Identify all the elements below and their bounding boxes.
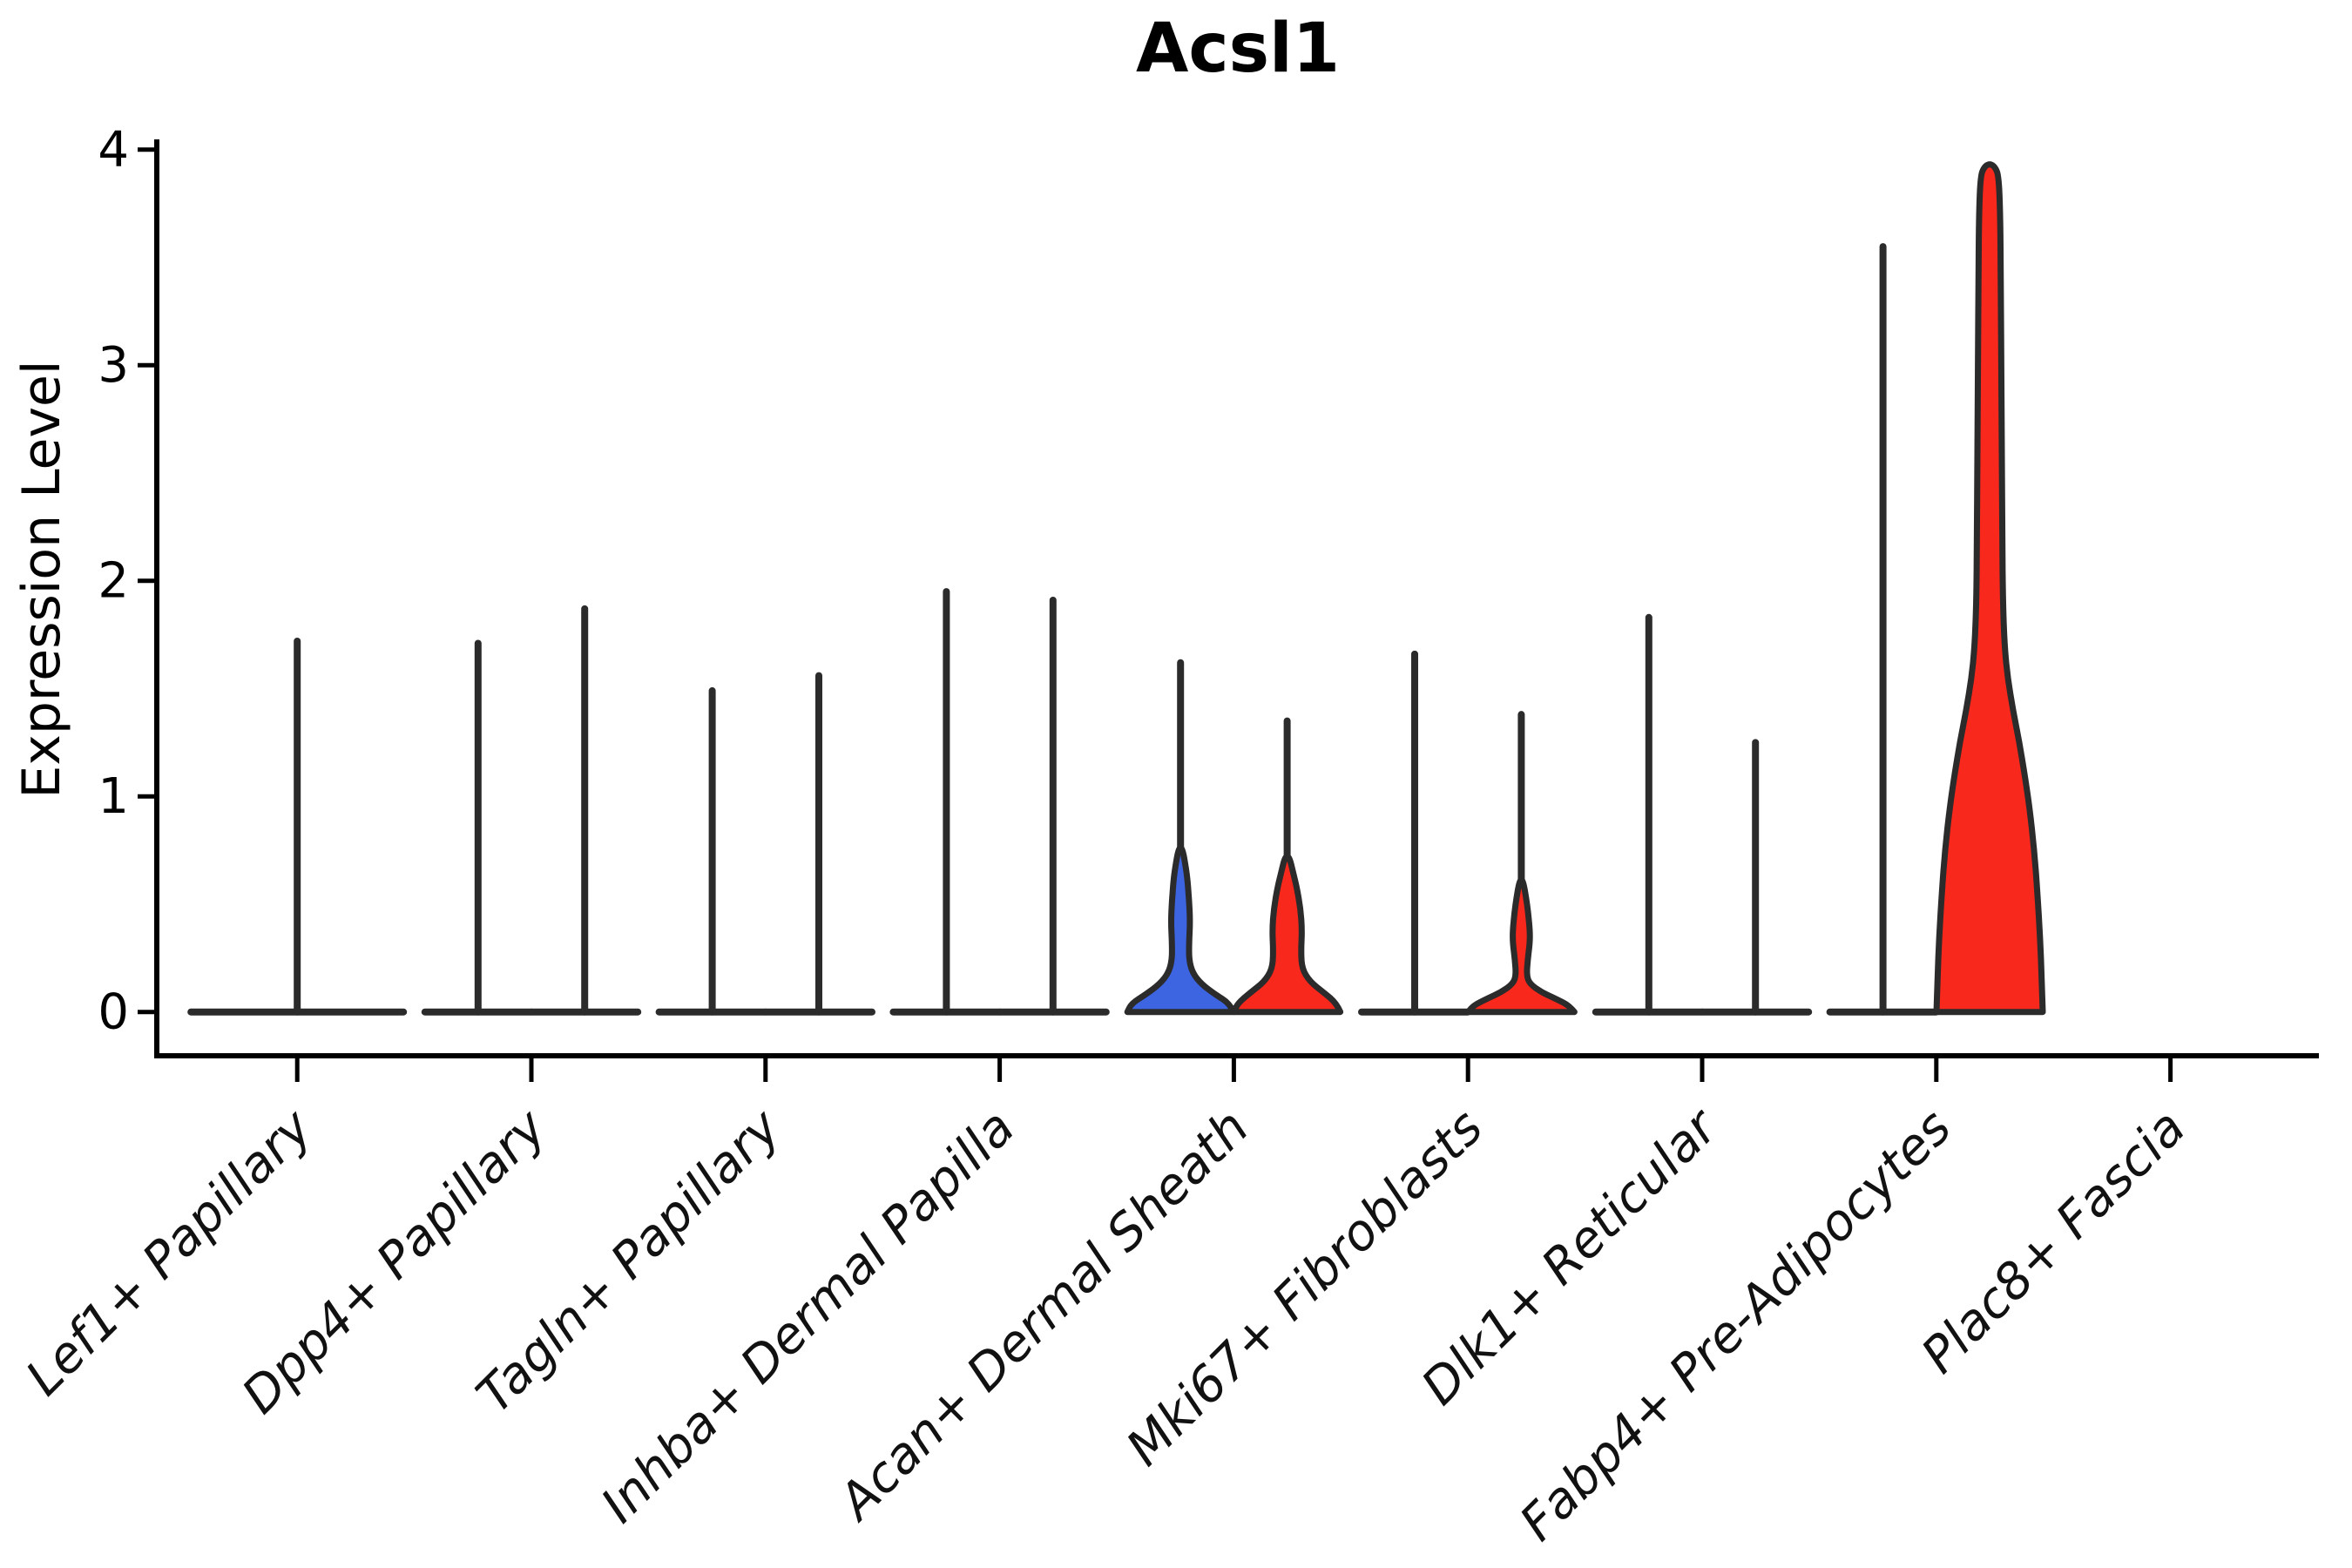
violin-lef1-papillary-center bbox=[187, 638, 408, 1016]
plot-title: Acsl1 bbox=[1136, 10, 1340, 88]
violin-layer bbox=[187, 161, 2046, 1016]
violin-tagln-papillary-right bbox=[762, 672, 875, 1016]
violin-fabp4-pre-adipocytes-right-red bbox=[1933, 161, 2046, 1016]
violin-acan-dermal-sheath-left-blue bbox=[1124, 659, 1237, 1016]
y-tick-label-2: 2 bbox=[98, 553, 129, 610]
violin-dlk1-reticular-left bbox=[1592, 613, 1706, 1016]
violin-fabp4-pre-adipocytes-left bbox=[1826, 243, 1940, 1016]
violin-dpp4-papillary-left bbox=[421, 639, 535, 1016]
violin-acan-dermal-sheath-right-red bbox=[1231, 717, 1344, 1016]
y-tick-label-0: 0 bbox=[98, 984, 129, 1041]
violin-mki67-fibroblasts-right-red bbox=[1464, 711, 1578, 1016]
violin-mki67-fibroblasts-left bbox=[1358, 650, 1471, 1016]
violin-tagln-papillary-left bbox=[655, 686, 769, 1016]
axes-layer bbox=[138, 139, 2319, 1082]
violin-dpp4-papillary-right bbox=[528, 605, 642, 1016]
violin-mki67-fibroblasts-right-red-body bbox=[1464, 876, 1578, 1016]
y-tick-label-3: 3 bbox=[98, 337, 129, 394]
y-tick-label-1: 1 bbox=[98, 768, 129, 825]
violin-fabp4-pre-adipocytes-right-red-body bbox=[1933, 161, 2046, 1016]
y-tick-label-4: 4 bbox=[98, 122, 129, 179]
y-axis-label: Expression Level bbox=[11, 360, 72, 798]
violin-inhba-dermal-papilla-right bbox=[996, 596, 1110, 1016]
violin-inhba-dermal-papilla-left bbox=[889, 588, 1004, 1016]
violin-acan-dermal-sheath-right-red-body bbox=[1231, 853, 1344, 1016]
violin-dlk1-reticular-right bbox=[1699, 739, 1813, 1016]
violin-acan-dermal-sheath-left-blue-body bbox=[1124, 844, 1237, 1016]
